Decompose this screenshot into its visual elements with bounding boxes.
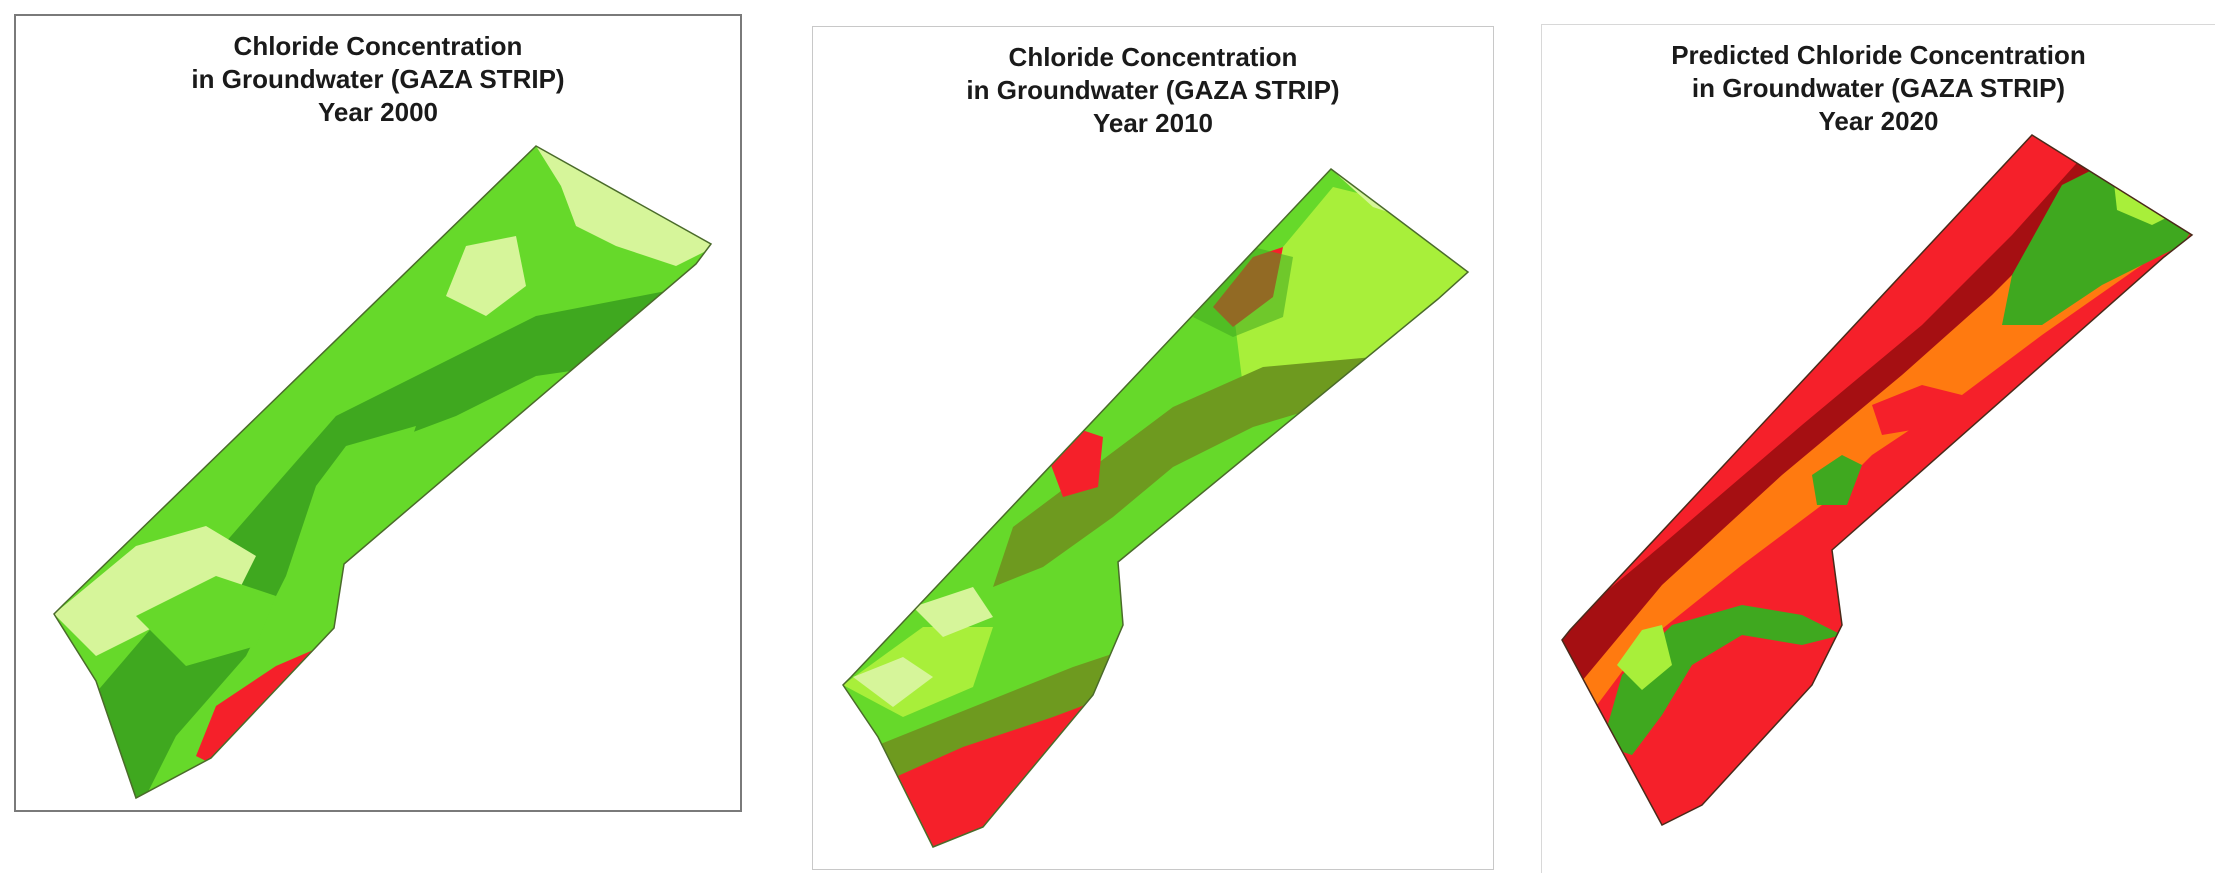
zone-very-low-north xyxy=(536,146,711,266)
map-panel-2010: Chloride Concentration in Groundwater (G… xyxy=(812,26,1494,870)
gaza-strip-map xyxy=(53,145,713,800)
map-title: Chloride Concentration in Groundwater (G… xyxy=(813,41,1493,140)
title-line-2: in Groundwater (GAZA STRIP) xyxy=(1691,73,2066,103)
gaza-boundary xyxy=(842,167,1470,848)
zone-medium xyxy=(54,276,711,798)
zone-low-south xyxy=(1617,625,1672,690)
zone-medium-ring xyxy=(1193,247,1293,337)
map-title: Chloride Concentration in Groundwater (G… xyxy=(16,30,740,129)
title-line-3: Year 2010 xyxy=(1092,108,1213,138)
zone-medium-dark xyxy=(993,357,1373,587)
gaza-strip-map xyxy=(842,167,1470,848)
title-line-1: Predicted Chloride Concentration xyxy=(1671,40,2086,70)
zone-medium-low-patch xyxy=(316,426,416,496)
zone-medium-dark-south xyxy=(873,647,1133,787)
map-panel-2000: Chloride Concentration in Groundwater (G… xyxy=(14,14,742,812)
zone-very-low-south xyxy=(54,526,256,656)
zone-medium-mid xyxy=(1812,455,1862,505)
gaza-boundary xyxy=(1561,134,2194,826)
title-line-3: Year 2020 xyxy=(1818,106,1939,136)
map-title: Predicted Chloride Concentration in Grou… xyxy=(1542,39,2215,138)
zone-very-low-south xyxy=(853,657,933,707)
gaza-strip-map xyxy=(1561,134,2194,826)
zone-medium-low-south xyxy=(136,576,276,666)
title-line-3: Year 2000 xyxy=(317,97,438,127)
zone-very-low-west xyxy=(913,587,993,637)
zone-very-low-mid xyxy=(446,236,526,316)
title-line-2: in Groundwater (GAZA STRIP) xyxy=(191,64,565,94)
gaza-boundary xyxy=(53,145,713,800)
map-panel-2020: Predicted Chloride Concentration in Grou… xyxy=(1541,24,2215,873)
zone-high-mid xyxy=(1872,385,1962,435)
title-line-1: Chloride Concentration xyxy=(1008,42,1298,72)
title-line-2: in Groundwater (GAZA STRIP) xyxy=(966,75,1340,105)
title-line-1: Chloride Concentration xyxy=(233,31,523,61)
